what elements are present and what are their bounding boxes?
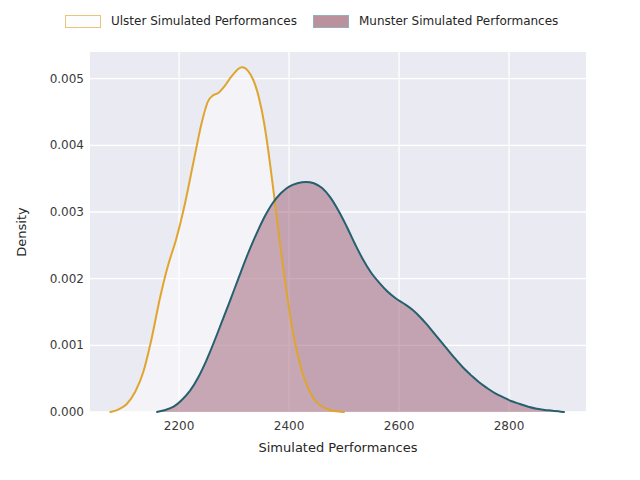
y-tick-label: 0.003 [34, 205, 84, 219]
x-axis-label: Simulated Performances [259, 440, 418, 455]
y-tick-label: 0.005 [34, 72, 84, 86]
y-tick-label: 0.001 [34, 338, 84, 352]
y-tick-label: 0.000 [34, 405, 84, 419]
x-tick-label: 2800 [494, 419, 525, 433]
figure: Ulster Simulated Performances Munster Si… [0, 0, 640, 480]
x-tick-label: 2200 [164, 419, 195, 433]
y-axis-label: Density [14, 207, 29, 256]
y-tick-label: 0.004 [34, 138, 84, 152]
x-tick-label: 2400 [274, 419, 305, 433]
plot-area [0, 0, 640, 480]
x-tick-label: 2600 [384, 419, 415, 433]
y-tick-label: 0.002 [34, 272, 84, 286]
